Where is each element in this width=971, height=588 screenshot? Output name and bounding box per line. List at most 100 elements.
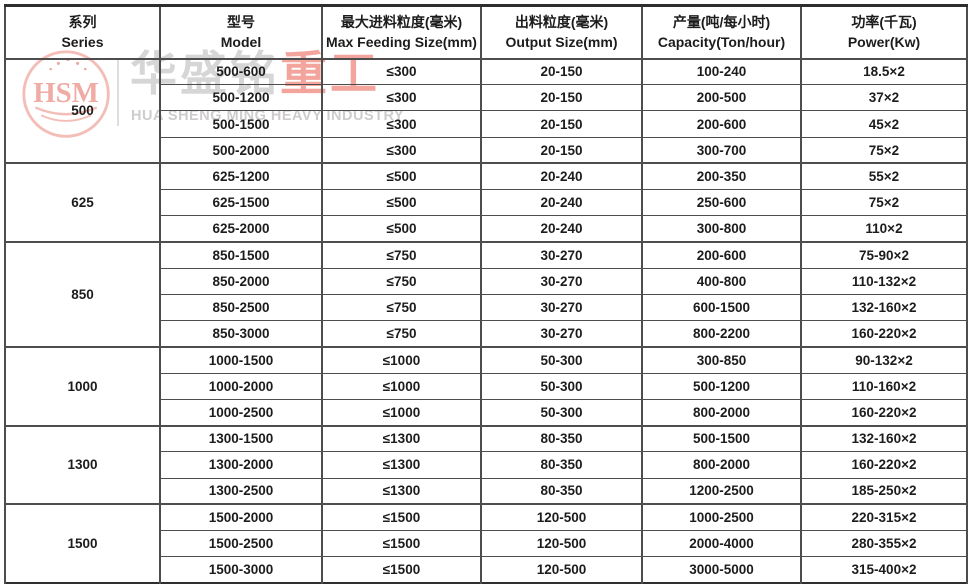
max-feeding-cell: ≤1000: [321, 372, 482, 400]
max-feeding-cell: ≤1300: [321, 477, 482, 505]
table-row: 1500 1500-2000 ≤1500 120-500 1000-2500 2…: [4, 503, 968, 584]
table-row: 1500-3000 ≤1500 120-500 3000-5000 315-40…: [5, 556, 968, 584]
output-size-cell: 80-350: [480, 424, 643, 453]
max-feeding-cell: ≤750: [321, 293, 482, 322]
series-cell: 1300: [4, 424, 161, 505]
power-cell: 132-160×2: [800, 424, 968, 453]
table-row: 850-3000 ≤750 30-270 800-2200 160-220×2: [5, 320, 968, 348]
model-cell: 1500-3000: [159, 556, 323, 584]
model-cell: 625-2000: [159, 215, 323, 243]
power-cell: 185-250×2: [800, 477, 968, 505]
capacity-cell: 200-600: [641, 241, 802, 269]
model-cell: 625-1200: [159, 162, 323, 191]
col-header-capacity: 产量(吨/每小时) Capacity(Ton/hour): [641, 5, 802, 59]
max-feeding-cell: ≤1300: [321, 424, 482, 453]
table-row: 1000 1000-1500 ≤1000 50-300 300-850 90-1…: [4, 345, 968, 427]
capacity-cell: 1000-2500: [641, 503, 802, 531]
capacity-cell: 1200-2500: [641, 477, 802, 505]
power-cell: 220-315×2: [800, 503, 968, 531]
spec-table: 系列 Series 型号 Model 最大进料粒度(毫米) Max Feeding S…: [4, 4, 968, 584]
capacity-cell: 800-2000: [641, 398, 802, 427]
model-cell: 500-2000: [159, 136, 323, 164]
max-feeding-cell: ≤500: [321, 215, 482, 243]
model-cell: 1300-1500: [159, 424, 323, 453]
power-cell: 110×2: [800, 215, 968, 243]
series-cell: 500: [4, 57, 161, 164]
max-feeding-cell: ≤1500: [321, 529, 482, 558]
power-cell: 132-160×2: [800, 293, 968, 322]
series-cell: 850: [4, 241, 161, 348]
max-feeding-cell: ≤1300: [321, 451, 482, 479]
table-row: 1300 1300-1500 ≤1300 80-350 500-1500 132…: [4, 424, 968, 505]
power-cell: 75×2: [800, 189, 968, 217]
model-cell: 1000-2500: [159, 398, 323, 427]
capacity-cell: 200-500: [641, 84, 802, 112]
output-size-cell: 50-300: [480, 372, 643, 400]
power-cell: 315-400×2: [800, 556, 968, 584]
table-row: 500-1500 ≤300 20-150 200-600 45×2: [5, 110, 968, 138]
capacity-cell: 3000-5000: [641, 556, 802, 584]
max-feeding-cell: ≤300: [321, 110, 482, 138]
output-size-cell: 30-270: [480, 293, 643, 322]
col-header-model: 型号 Model: [159, 5, 323, 59]
col-header-max-feeding: 最大进料粒度(毫米) Max Feeding Size(mm): [321, 5, 482, 59]
model-cell: 1300-2500: [159, 477, 323, 505]
col-header-output-size: 出料粒度(毫米) Output Size(mm): [480, 5, 643, 59]
capacity-cell: 300-850: [641, 345, 802, 374]
power-cell: 18.5×2: [800, 57, 968, 86]
output-size-cell: 20-150: [480, 110, 643, 138]
model-cell: 625-1500: [159, 189, 323, 217]
capacity-cell: 800-2000: [641, 451, 802, 479]
capacity-cell: 250-600: [641, 189, 802, 217]
model-cell: 500-1500: [159, 110, 323, 138]
output-size-cell: 20-240: [480, 189, 643, 217]
power-cell: 160-220×2: [800, 398, 968, 427]
model-cell: 850-2500: [159, 293, 323, 322]
output-size-cell: 20-240: [480, 215, 643, 243]
capacity-cell: 100-240: [641, 57, 802, 86]
max-feeding-cell: ≤750: [321, 267, 482, 295]
model-cell: 1000-2000: [159, 372, 323, 400]
power-cell: 160-220×2: [800, 451, 968, 479]
max-feeding-cell: ≤750: [321, 241, 482, 269]
output-size-cell: 120-500: [480, 529, 643, 558]
max-feeding-cell: ≤750: [321, 320, 482, 348]
output-size-cell: 20-240: [480, 162, 643, 191]
power-cell: 110-132×2: [800, 267, 968, 295]
table-row: 500 500-600 ≤300 20-150 100-240 18.5×2: [4, 57, 968, 164]
output-size-cell: 80-350: [480, 451, 643, 479]
output-size-cell: 30-270: [480, 320, 643, 348]
max-feeding-cell: ≤500: [321, 162, 482, 191]
capacity-cell: 2000-4000: [641, 529, 802, 558]
power-cell: 75-90×2: [800, 241, 968, 269]
capacity-cell: 200-600: [641, 110, 802, 138]
series-cell: 625: [4, 162, 161, 243]
col-header-power: 功率(千瓦) Power(Kw): [800, 5, 968, 59]
model-cell: 850-1500: [159, 241, 323, 269]
output-size-cell: 120-500: [480, 556, 643, 584]
output-size-cell: 50-300: [480, 345, 643, 374]
power-cell: 75×2: [800, 136, 968, 164]
table-row: 625 625-1200 ≤500 20-240 200-350 55×2: [4, 162, 968, 243]
output-size-cell: 20-150: [480, 136, 643, 164]
max-feeding-cell: ≤1500: [321, 503, 482, 531]
max-feeding-cell: ≤300: [321, 136, 482, 164]
model-cell: 500-600: [159, 57, 323, 86]
model-cell: 850-2000: [159, 267, 323, 295]
table-row: 850-2500 ≤750 30-270 600-1500 132-160×2: [5, 293, 968, 322]
output-size-cell: 20-150: [480, 57, 643, 86]
table-row: 850 850-1500 ≤750 30-270 200-600 75-90×2: [4, 241, 968, 348]
max-feeding-cell: ≤1000: [321, 345, 482, 374]
capacity-cell: 200-350: [641, 162, 802, 191]
max-feeding-cell: ≤1500: [321, 556, 482, 584]
capacity-cell: 500-1200: [641, 372, 802, 400]
table-row: 1000-2500 ≤1000 50-300 800-2000 160-220×…: [5, 398, 968, 427]
model-cell: 500-1200: [159, 84, 323, 112]
capacity-cell: 400-800: [641, 267, 802, 295]
col-header-series: 系列 Series: [4, 5, 161, 59]
capacity-cell: 800-2200: [641, 320, 802, 348]
power-cell: 90-132×2: [800, 345, 968, 374]
header-row: 系列 Series 型号 Model 最大进料粒度(毫米) Max Feeding S…: [4, 5, 968, 59]
capacity-cell: 500-1500: [641, 424, 802, 453]
model-cell: 1500-2500: [159, 529, 323, 558]
